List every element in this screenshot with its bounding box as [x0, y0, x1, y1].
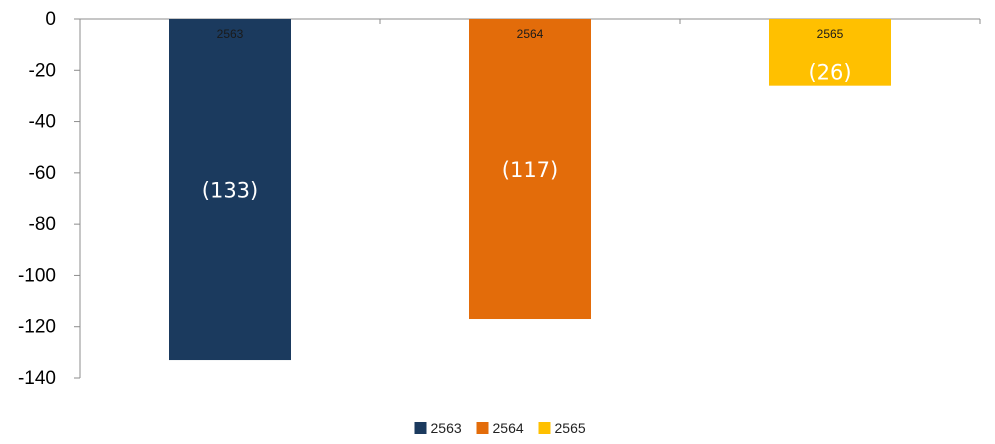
- y-tick-label: -20: [29, 60, 56, 81]
- legend-item-2563: 2563: [414, 420, 462, 436]
- legend-item-2565: 2565: [538, 420, 586, 436]
- y-tick-label: -60: [29, 163, 56, 184]
- bar-2563: [169, 19, 291, 361]
- legend-label: 2565: [555, 420, 586, 436]
- legend-label: 2564: [493, 420, 524, 436]
- y-tick-label: -40: [29, 112, 56, 133]
- data-label: (26): [808, 61, 851, 85]
- bars: [169, 19, 891, 361]
- legend-swatch: [414, 422, 427, 434]
- category-label: 2565: [817, 27, 844, 41]
- y-tick-label: -140: [18, 368, 56, 389]
- axes: 0 -20 -40 -60 -80 -100 -120 -140: [18, 9, 981, 389]
- legend-swatch: [476, 422, 489, 434]
- legend-item-2564: 2564: [476, 420, 524, 436]
- y-tick-label: 0: [45, 9, 56, 30]
- legend-swatch: [538, 422, 551, 434]
- data-label: (133): [202, 179, 258, 203]
- legend: 2563 2564 2565: [414, 420, 586, 436]
- bar-2564: [469, 19, 591, 320]
- category-label: 2564: [517, 27, 544, 41]
- category-label: 2563: [217, 27, 244, 41]
- labels: 2563 (133) 2564 (117) 2565 (26): [202, 27, 852, 203]
- y-tick-label: -120: [18, 317, 56, 338]
- y-tick-label: -100: [18, 265, 56, 286]
- y-tick-label: -80: [29, 214, 56, 235]
- bar-2565: [769, 19, 891, 86]
- legend-label: 2563: [431, 420, 462, 436]
- data-label: (117): [502, 158, 558, 182]
